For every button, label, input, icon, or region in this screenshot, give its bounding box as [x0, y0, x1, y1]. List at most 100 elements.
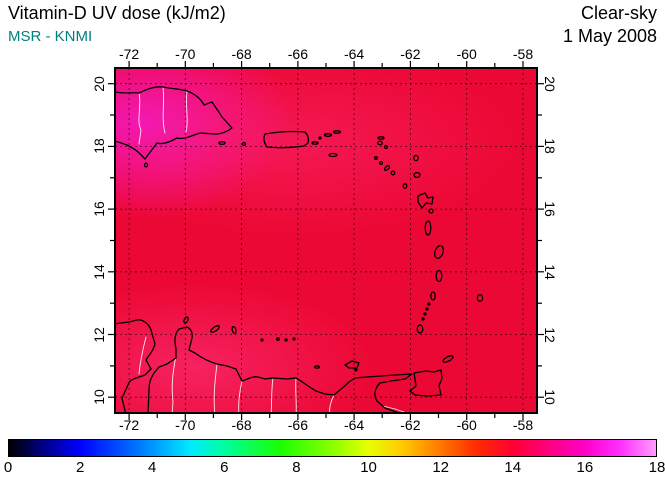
venezuela-state-border — [295, 377, 297, 413]
lat-tick-label-right: 14 — [542, 264, 558, 280]
anguilla — [377, 136, 385, 140]
nevis — [390, 170, 396, 176]
barbados — [476, 293, 484, 303]
orinoco-delta-river — [382, 405, 408, 413]
grid-layer — [115, 68, 537, 413]
lat-tick-label-right: 12 — [542, 326, 558, 343]
tortola — [332, 130, 342, 134]
venezuela-state-border — [329, 394, 335, 413]
lon-tick-label-top: -70 — [175, 46, 196, 62]
colombia-venezuela-border — [138, 336, 147, 375]
coastline-layer — [115, 86, 484, 413]
colorbar-tick-label: 4 — [148, 459, 157, 476]
lon-tick-label-top: -58 — [512, 46, 534, 62]
lat-tick-label-left: 14 — [91, 264, 107, 280]
lon-tick-label-top: -64 — [343, 46, 365, 62]
lon-tick-label-top: -62 — [400, 46, 421, 62]
mona — [241, 141, 247, 147]
culebra — [318, 136, 322, 140]
st-croix — [328, 152, 338, 158]
colorbar-tick-label: 18 — [648, 459, 665, 476]
lon-tick-label-bottom: -72 — [118, 417, 140, 433]
lat-tick-label-right: 16 — [542, 201, 558, 217]
coche — [354, 368, 358, 372]
map-frame — [114, 67, 538, 414]
grenadines — [427, 302, 431, 306]
venezuela-state-border — [171, 355, 177, 413]
dr-province-border — [185, 90, 188, 133]
colorbar-tick-label: 10 — [360, 459, 377, 476]
los-roques — [284, 338, 288, 342]
lon-tick-label-bottom: -64 — [343, 417, 365, 433]
colorbar-tick-label: 14 — [504, 459, 522, 476]
dominica — [424, 220, 432, 236]
lat-tick-label-right: 18 — [542, 138, 558, 155]
lat-tick-label-right: 10 — [542, 389, 558, 405]
grenadines — [423, 312, 427, 316]
lat-tick-label-right: 20 — [542, 75, 558, 92]
lon-tick-label-top: -60 — [456, 46, 477, 62]
colorbar-tick-label: 16 — [576, 459, 594, 476]
beata — [143, 162, 149, 168]
tobago — [442, 355, 454, 363]
colorbar-tick-label: 6 — [220, 459, 229, 476]
grenadines — [425, 307, 429, 311]
uv-warm-south — [115, 283, 375, 413]
hispaniola — [115, 86, 233, 160]
lat-tick-label-left: 12 — [91, 326, 107, 343]
date-label: 1 May 2008 — [562, 26, 657, 46]
lon-tick-label-bottom: -60 — [456, 417, 477, 433]
vieques — [311, 141, 319, 145]
lat-tick-label-left: 18 — [91, 138, 107, 155]
st-kitts — [383, 165, 391, 171]
colorbar-gradient — [9, 440, 656, 456]
bonaire — [231, 325, 237, 335]
curacao — [210, 325, 220, 333]
colorbar-tick-label: 0 — [3, 459, 13, 476]
haiti-dr-border — [138, 92, 142, 145]
lon-tick-label-bottom: -68 — [231, 417, 252, 433]
condition-label: Clear-sky — [580, 3, 657, 23]
lon-tick-label-top: -68 — [231, 46, 252, 62]
lat-tick-label-left: 16 — [91, 201, 107, 217]
barbuda — [413, 154, 419, 162]
st-eustatius — [378, 160, 384, 166]
puerto-rico — [263, 130, 310, 149]
la-orchila — [292, 337, 296, 341]
martinique — [434, 245, 444, 259]
lon-tick-label-bottom: -58 — [512, 417, 534, 433]
los-roques — [276, 337, 280, 341]
lon-tick-label-bottom: -70 — [175, 417, 196, 433]
lon-tick-label-bottom: -62 — [400, 417, 421, 433]
st-barth — [383, 144, 389, 150]
st-thomas — [323, 133, 333, 137]
lon-tick-label-top: -72 — [118, 46, 140, 62]
lat-tick-label-left: 20 — [91, 75, 107, 92]
saba — [374, 156, 378, 160]
st-lucia — [435, 269, 443, 283]
lat-tick-label-left: 10 — [91, 389, 107, 405]
antigua — [413, 171, 421, 179]
st-martin — [377, 140, 383, 146]
montserrat — [402, 183, 408, 189]
lon-tick-label-top: -66 — [287, 46, 309, 62]
aruba — [183, 316, 189, 324]
margarita — [344, 360, 360, 369]
source-label: MSR - KNMI — [8, 28, 93, 45]
colorbar-tick-label: 2 — [75, 459, 85, 476]
tick-layer — [108, 61, 544, 420]
guadeloupe — [417, 192, 434, 209]
colorbar — [8, 439, 657, 457]
st-vincent — [430, 291, 436, 301]
colorbar-tick-label: 12 — [432, 459, 449, 476]
grenadines — [421, 317, 425, 321]
south-america-coast — [115, 319, 413, 413]
la-tortuga — [313, 365, 321, 369]
lon-tick-label-bottom: -66 — [287, 417, 309, 433]
venezuela-state-border — [213, 363, 218, 413]
page-title: Vitamin-D UV dose (kJ/m2) — [8, 3, 226, 23]
uv-map — [108, 61, 544, 420]
saona — [218, 141, 226, 145]
marie-galante — [428, 208, 434, 214]
